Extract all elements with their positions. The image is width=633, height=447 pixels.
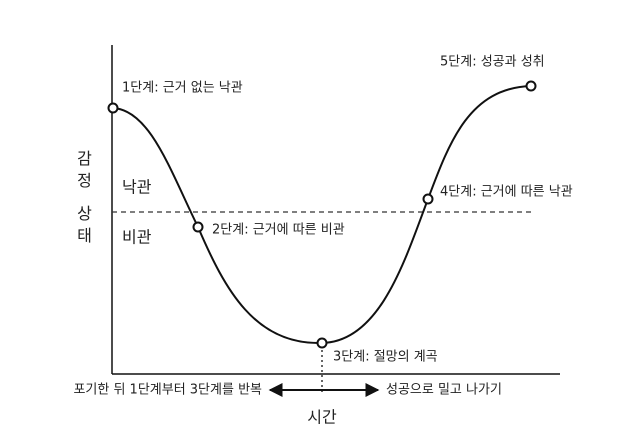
stage-point <box>422 193 434 205</box>
stage-point <box>107 102 119 114</box>
stage-label: 1단계: 근거 없는 낙관 <box>122 81 243 96</box>
stage-point <box>192 221 204 233</box>
stage-label: 5단계: 성공과 성취 <box>440 55 545 70</box>
stage-label: 3단계: 절망의 계곡 <box>333 350 438 365</box>
region-label: 비관 <box>122 228 152 247</box>
emotion-curve <box>112 85 532 345</box>
y-label: 감정 상태 <box>74 150 93 249</box>
stage-point <box>316 337 328 349</box>
stage-label: 4단계: 근거에 따른 낙관 <box>440 185 573 200</box>
stage-label: 2단계: 근거에 따른 비관 <box>212 223 345 238</box>
region-label: 낙관 <box>122 178 152 197</box>
x-label: 시간 <box>307 408 337 427</box>
x-right-label: 성공으로 밀고 나가기 <box>386 383 502 398</box>
stage-point <box>525 80 537 92</box>
x-left-label: 포기한 뒤 1단계부터 3단계를 반복 <box>73 383 262 398</box>
